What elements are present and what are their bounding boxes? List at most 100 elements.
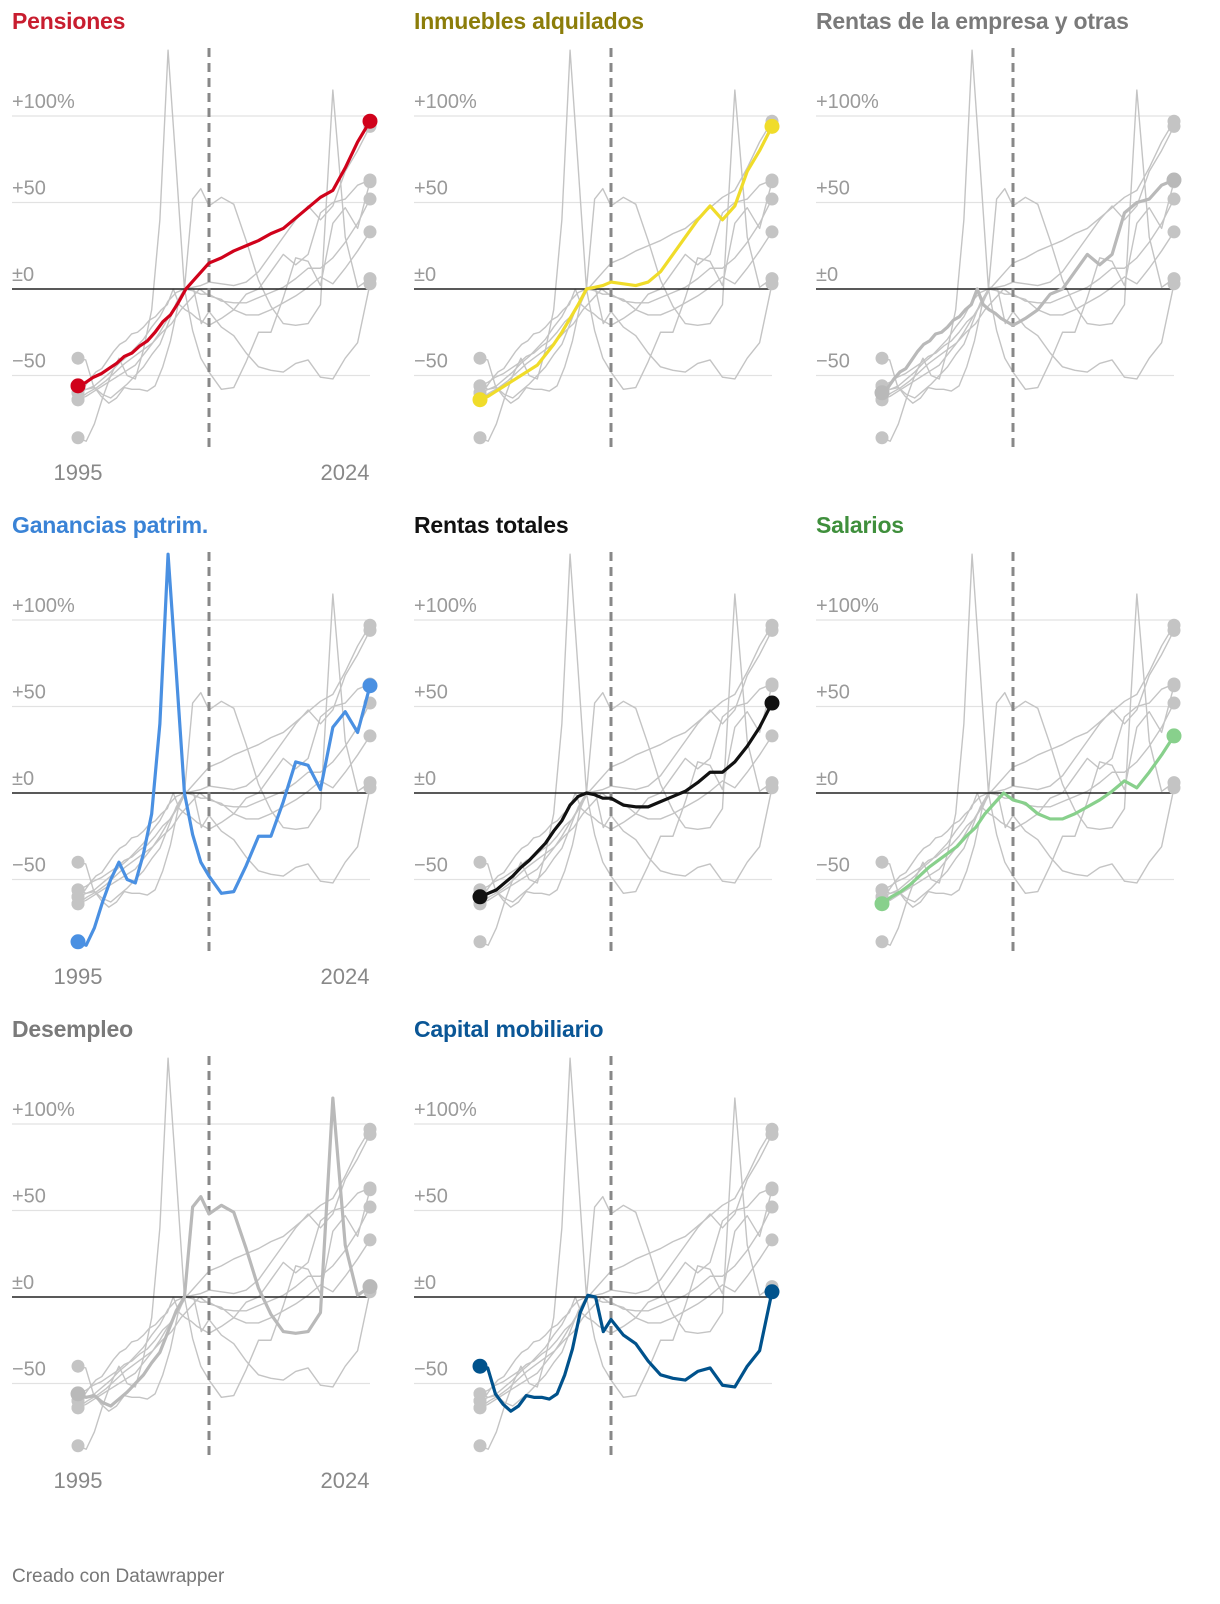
highlight-end-dot xyxy=(1166,728,1182,744)
panel-title: Salarios xyxy=(816,512,904,538)
context-line-ganancias-patrim xyxy=(77,49,371,442)
context-line-rentas-de-la-empresa-y-otras xyxy=(479,683,773,898)
y-tick-label: ±0 xyxy=(816,768,838,790)
context-line-desempleo xyxy=(77,89,371,399)
highlight-line xyxy=(478,1290,774,1413)
context-end-dot xyxy=(765,1233,779,1247)
context-end-dot xyxy=(1167,119,1181,133)
context-start-dot xyxy=(875,883,889,897)
context-line-inmuebles-alquilados xyxy=(881,126,1175,401)
context-line-ganancias-patrim xyxy=(881,553,1175,946)
panel-title: Ganancias patrim. xyxy=(12,512,209,538)
y-tick-label: −50 xyxy=(414,351,448,373)
context-start-dot xyxy=(71,883,85,897)
y-tick-label: ±0 xyxy=(12,264,34,286)
y-tick-label: −50 xyxy=(12,1359,46,1381)
y-tick-label: +100% xyxy=(414,595,477,617)
highlight-line xyxy=(76,552,372,947)
y-tick-label: −50 xyxy=(816,351,850,373)
context-start-dot xyxy=(71,1401,85,1415)
context-end-dot xyxy=(765,729,779,743)
highlight-end-dot xyxy=(764,695,780,711)
context-end-dot xyxy=(363,225,377,239)
y-tick-label: +100% xyxy=(12,1099,75,1121)
highlight-end-dot xyxy=(1166,172,1182,188)
y-tick-label: ±0 xyxy=(816,264,838,286)
context-line-ganancias-patrim xyxy=(881,49,1175,442)
context-start-dot xyxy=(71,393,85,407)
panel-chart: +100% +50 ±0 −50 1995 2024 xyxy=(12,552,378,989)
context-end-dot xyxy=(765,623,779,637)
y-tick-label: +50 xyxy=(816,682,850,704)
context-start-dot xyxy=(71,1439,85,1453)
context-start-dot xyxy=(473,1439,487,1453)
y-tick-label: +50 xyxy=(414,178,448,200)
panel-desempleo: Desempleo +100% +50 ±0 −50 1995 2024 xyxy=(0,1008,402,1512)
y-tick-label: ±0 xyxy=(414,1272,436,1294)
highlight-end-dot xyxy=(362,1279,378,1295)
highlight-line xyxy=(880,734,1176,906)
x-label-end: 2024 xyxy=(321,1468,370,1493)
highlight-start-dot xyxy=(70,378,86,394)
y-tick-label: −50 xyxy=(414,855,448,877)
context-line-desempleo xyxy=(77,593,371,903)
context-start-dot xyxy=(71,431,85,445)
highlight-end-dot xyxy=(764,118,780,134)
context-end-dot xyxy=(1167,225,1181,239)
small-multiples-grid: Pensiones +100% +50 ±0 −50 1995 2024 Inmuebles … xyxy=(0,8,1182,1512)
highlight-start-dot xyxy=(70,934,86,950)
context-line-salarios xyxy=(881,231,1175,401)
highlight-start-dot xyxy=(70,1386,86,1402)
y-tick-label: +50 xyxy=(12,178,46,200)
panel-title: Rentas de la empresa y otras xyxy=(816,8,1129,34)
context-line-desempleo xyxy=(479,1097,773,1407)
context-line-inmuebles-alquilados xyxy=(77,1134,371,1409)
context-line-inmuebles-alquilados xyxy=(77,630,371,905)
context-end-dot xyxy=(363,1127,377,1141)
context-start-dot xyxy=(875,351,889,365)
context-end-dot xyxy=(1167,696,1181,710)
context-line-desempleo xyxy=(881,593,1175,903)
highlight-start-dot xyxy=(874,385,890,401)
context-start-dot xyxy=(71,1359,85,1373)
highlight-end-dot xyxy=(362,678,378,694)
y-tick-label: +50 xyxy=(414,682,448,704)
highlight-start-dot xyxy=(472,889,488,905)
y-tick-label: +100% xyxy=(414,91,477,113)
y-tick-label: −50 xyxy=(12,855,46,877)
context-start-dot xyxy=(473,351,487,365)
context-start-dot xyxy=(71,897,85,911)
context-end-dot xyxy=(363,781,377,795)
panel-chart: +100% +50 ±0 −50 xyxy=(414,1056,780,1460)
context-end-dot xyxy=(765,192,779,206)
panel-chart: +100% +50 ±0 −50 xyxy=(816,552,1182,956)
highlight-end-dot xyxy=(362,113,378,129)
highlight-end-dot xyxy=(764,1284,780,1300)
highlight-start-dot xyxy=(472,1358,488,1374)
context-line-salarios xyxy=(479,231,773,401)
y-tick-label: +100% xyxy=(12,91,75,113)
highlight-start-dot xyxy=(874,896,890,912)
panel-chart: +100% +50 ±0 −50 xyxy=(414,552,780,956)
context-line-salarios xyxy=(77,735,371,905)
context-end-dot xyxy=(1167,679,1181,693)
x-label-start: 1995 xyxy=(54,1468,103,1493)
context-line-desempleo xyxy=(479,593,773,903)
panel-title: Rentas totales xyxy=(414,512,569,538)
highlight-line xyxy=(76,119,372,388)
highlight-line xyxy=(76,1096,372,1408)
y-tick-label: +100% xyxy=(816,91,879,113)
context-line-rentas-de-la-empresa-y-otras xyxy=(479,179,773,394)
context-line-salarios xyxy=(77,231,371,401)
context-end-dot xyxy=(765,175,779,189)
context-start-dot xyxy=(473,1387,487,1401)
datawrapper-credit: Creado con Datawrapper xyxy=(12,1566,225,1587)
context-start-dot xyxy=(875,935,889,949)
x-label-end: 2024 xyxy=(321,460,370,485)
context-line-inmuebles-alquilados xyxy=(479,1134,773,1409)
context-end-dot xyxy=(363,277,377,291)
context-line-rentas-de-la-empresa-y-otras xyxy=(479,1187,773,1402)
panel-capital-mobiliario: Capital mobiliario +100% +50 ±0 −50 xyxy=(402,1008,804,1512)
y-tick-label: −50 xyxy=(12,351,46,373)
context-end-dot xyxy=(363,623,377,637)
